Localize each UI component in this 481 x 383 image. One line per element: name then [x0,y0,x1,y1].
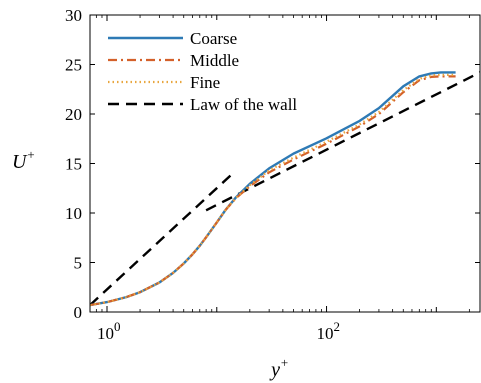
y-axis-label: U+ [12,147,35,173]
y-tick-label: 20 [65,105,82,124]
x-axis-label: y+ [269,355,289,381]
series-line-law-of-the-wall [90,172,234,306]
y-tick-label: 10 [65,204,82,223]
y-tick-label: 15 [65,155,82,174]
legend-label: Coarse [190,29,237,48]
plot-frame [89,14,481,313]
legend-label: Law of the wall [190,95,297,114]
legend-label: Middle [190,51,239,70]
x-tick-label: 100 [97,319,121,343]
series-line-law-of-the-wall [205,71,480,212]
y-tick-label: 25 [65,56,82,75]
y-tick-label: 5 [74,254,83,273]
y-tick-label: 30 [65,6,82,25]
y-tick-label: 0 [74,303,83,322]
x-tick-labels: 100 102 [97,319,340,343]
legend: Coarse Middle Fine Law of the wall [108,29,297,114]
legend-label: Fine [190,73,220,92]
series-layer [90,71,480,307]
y-tick-labels: 0 5 10 15 20 25 30 [65,6,82,322]
series-line-fine [90,73,456,307]
x-tick-label: 102 [317,319,341,343]
